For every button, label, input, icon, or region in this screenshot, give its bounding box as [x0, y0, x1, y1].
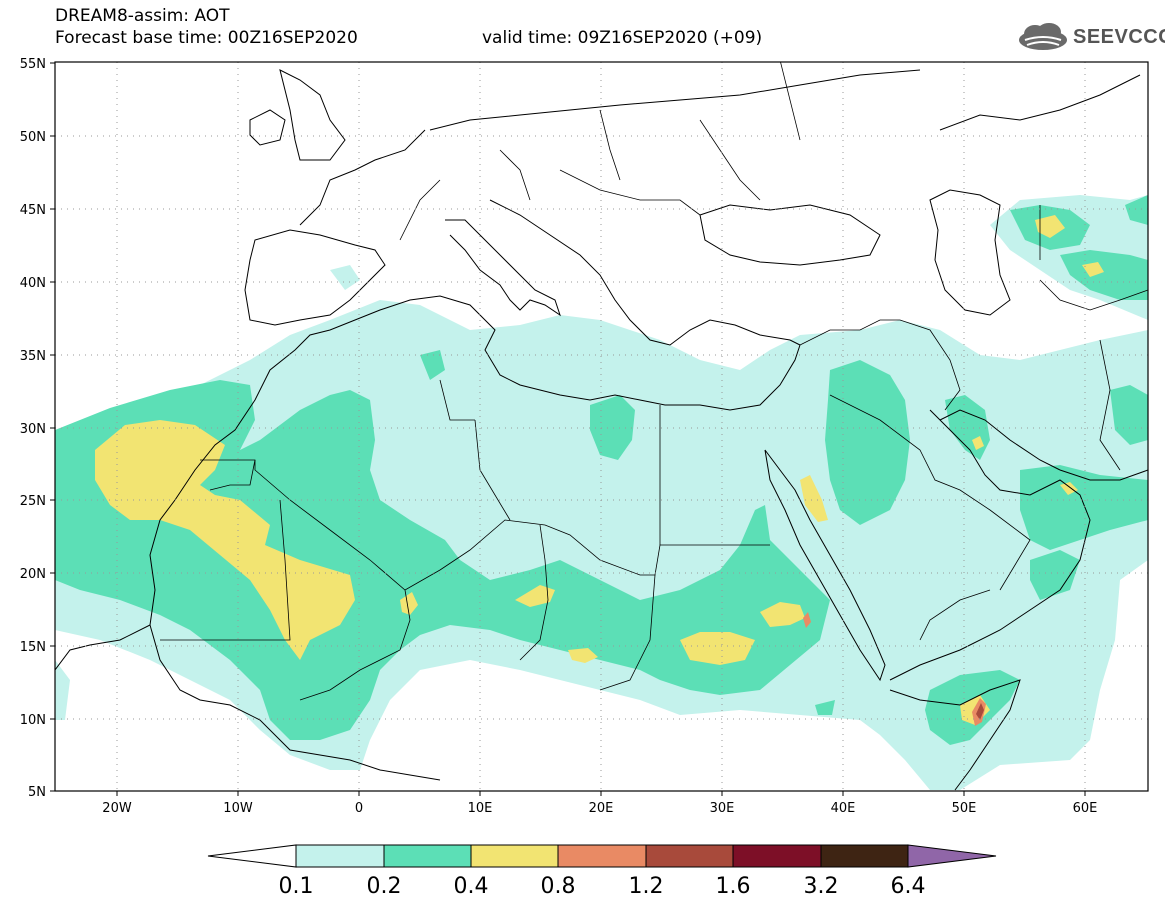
lon-label: 10W [223, 801, 253, 816]
colorbar-label: 1.2 [629, 874, 664, 899]
axis-ticks [50, 62, 1086, 796]
lat-label: 10N [20, 713, 46, 728]
colorbar-swatch [645, 844, 734, 868]
aot-contour-1.2 [976, 703, 984, 720]
lat-label: 40N [20, 276, 46, 291]
lon-label: 20E [589, 801, 614, 816]
lat-label: 15N [20, 640, 46, 655]
colorbar-label: 1.6 [716, 874, 751, 899]
lat-label: 30N [20, 422, 46, 437]
colorbar-over-arrow [907, 844, 997, 868]
lon-label: 10E [468, 801, 493, 816]
seevccc-logo: SEEVCCC [1015, 22, 1165, 58]
forecast-base-time: Forecast base time: 00Z16SEP2020 [55, 28, 358, 48]
lat-label: 50N [20, 130, 46, 145]
map-title: DREAM8-assim: AOT [55, 6, 230, 26]
colorbar-swatch [732, 844, 822, 868]
lat-label: 55N [20, 57, 46, 72]
colorbar-label: 0.8 [541, 874, 576, 899]
lon-label: 20W [102, 801, 132, 816]
lat-label: 45N [20, 203, 46, 218]
aot-field [55, 195, 1148, 790]
lat-label: 20N [20, 567, 46, 582]
colorbar-labels: 0.1 0.2 0.4 0.8 1.2 1.6 3.2 6.4 [279, 874, 926, 899]
colorbar-label: 6.4 [891, 874, 926, 899]
colorbar-swatch [820, 844, 909, 868]
colorbar-label: 3.2 [804, 874, 839, 899]
lat-labels: 55N 50N 45N 40N 35N 30N 25N 20N 15N 10N … [20, 57, 46, 800]
colorbar-label: 0.4 [454, 874, 489, 899]
lon-labels: 20W 10W 0 10E 20E 30E 40E 50E 60E [102, 801, 1097, 816]
colorbar-swatch [383, 844, 472, 868]
colorbar-swatch [295, 844, 385, 868]
colorbar-label: 0.2 [367, 874, 402, 899]
aot-contour-0.2 [55, 195, 1148, 745]
cloud-icon [1019, 23, 1067, 50]
colorbar-under-arrow [207, 844, 297, 868]
lat-label: 35N [20, 349, 46, 364]
country-borders [160, 62, 1148, 701]
lon-label: 30E [710, 801, 735, 816]
lon-label: 50E [952, 801, 977, 816]
logo-text: SEEVCCC [1073, 26, 1165, 48]
lon-label: 0 [355, 801, 363, 816]
lon-label: 60E [1073, 801, 1098, 816]
lat-label: 5N [28, 785, 46, 800]
colorbar-swatch [557, 844, 647, 868]
colorbar-label: 0.1 [279, 874, 314, 899]
valid-time: valid time: 09Z16SEP2020 (+09) [482, 28, 763, 48]
coastlines [55, 69, 1148, 791]
colorbar-swatch [470, 844, 559, 868]
lat-label: 25N [20, 494, 46, 509]
lon-label: 40E [831, 801, 856, 816]
graticule [55, 62, 1148, 791]
colorbar [207, 844, 997, 868]
